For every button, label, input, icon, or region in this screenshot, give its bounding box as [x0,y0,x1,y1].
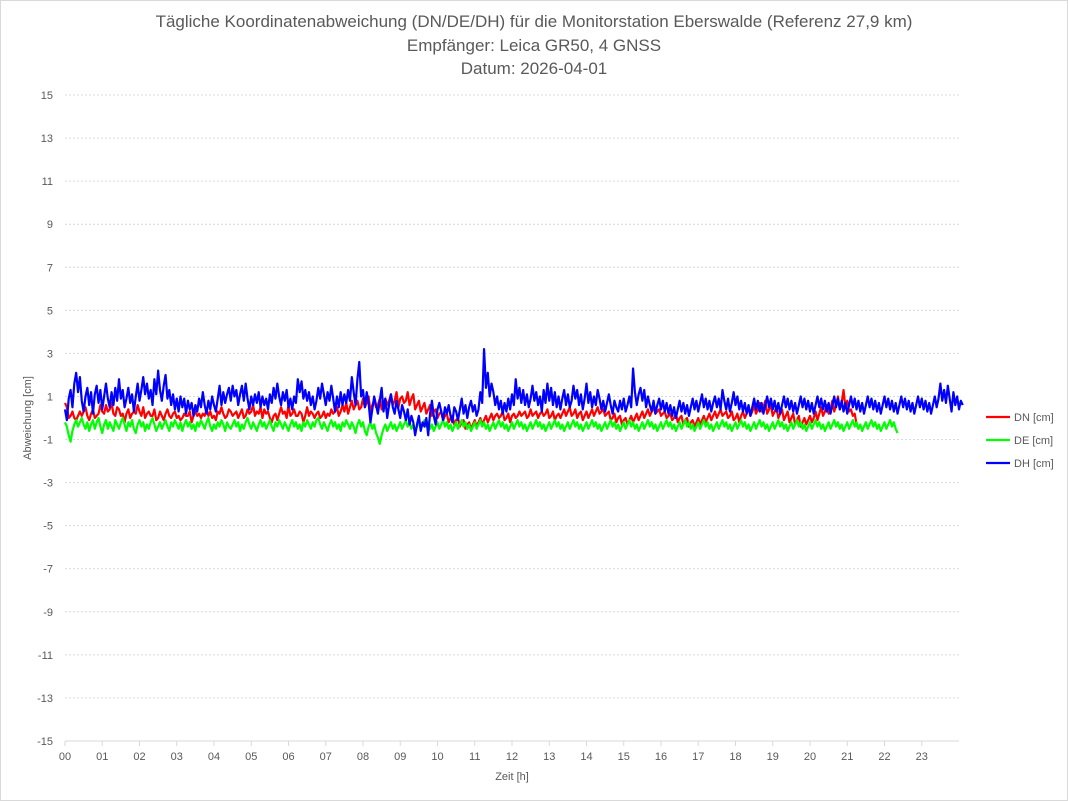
y-tick-label: -5 [43,521,53,533]
y-tick-label: -3 [43,478,53,490]
x-axis-label: Zeit [h] [495,771,529,783]
y-tick-label: -9 [43,607,53,619]
chart-title: Tägliche Koordinatenabweichung (DN/DE/DH… [155,12,913,31]
x-tick-label: 07 [320,751,332,763]
y-tick-label: -11 [38,650,53,662]
x-tick-label: 11 [469,751,480,763]
x-tick-label: 04 [208,751,220,763]
series-line-de [63,416,899,445]
y-tick-label: 5 [47,305,53,317]
x-tick-label: 01 [96,751,108,763]
y-axis-tick-labels: 15 13 11 9 7 5 3 1 -1 -3 -5 -7 -9 -11 -13 -15 [37,90,53,748]
y-tick-label: 1 [47,391,53,403]
y-tick-label: 11 [42,176,53,188]
x-tick-label: 14 [580,751,592,763]
x-tick-label: 05 [245,751,257,763]
x-axis-tick-labels: 00 01 02 03 04 05 06 07 08 09 10 11 12 13 14 15 16 17 18 19… [59,741,928,763]
y-tick-label: 9 [47,219,53,231]
chart-subtitle-receiver: Empfänger: Leica GR50, 4 GNSS [406,36,662,55]
x-tick-label: 22 [878,751,890,763]
x-tick-label: 10 [431,751,443,763]
y-tick-label: -1 [43,435,53,447]
legend-label: DN [cm] [1014,412,1054,424]
y-tick-label: -13 [37,693,53,705]
legend-label: DE [cm] [1014,435,1053,447]
gridlines [65,94,959,742]
legend-label: DH [cm] [1014,458,1054,470]
legend: DN [cm] DE [cm] DH [cm] [986,412,1054,470]
x-tick-label: 15 [618,751,630,763]
y-axis-label: Abweichung [cm] [22,376,34,460]
chart-subtitle-date: Datum: 2026-04-01 [460,59,608,78]
x-tick-label: 08 [357,751,369,763]
x-tick-label: 21 [841,751,853,763]
x-tick-label: 17 [692,751,704,763]
x-tick-label: 06 [282,751,294,763]
y-tick-label: 15 [41,90,53,102]
series-lines [63,347,964,445]
x-tick-label: 12 [506,751,518,763]
x-tick-label: 00 [59,751,71,763]
x-tick-label: 03 [171,751,183,763]
series-line-dh [63,347,964,437]
x-tick-label: 13 [543,751,555,763]
x-tick-label: 16 [655,751,667,763]
x-tick-label: 02 [133,751,145,763]
x-tick-label: 09 [394,751,406,763]
y-tick-label: -7 [43,564,53,576]
y-tick-label: 7 [47,262,53,274]
x-tick-label: 18 [729,751,741,763]
y-tick-label: 3 [47,348,53,360]
x-tick-label: 23 [916,751,928,763]
x-tick-label: 19 [767,751,779,763]
x-tick-label: 20 [804,751,816,763]
y-tick-label: 13 [41,133,53,145]
y-tick-label: -15 [37,736,53,748]
